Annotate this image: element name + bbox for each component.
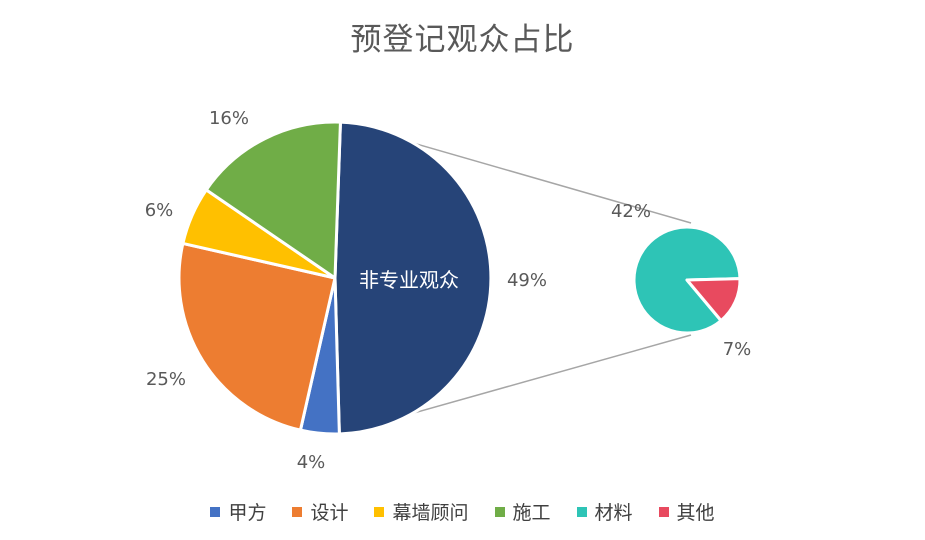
legend-label: 其他 xyxy=(676,502,715,524)
legend-swatch xyxy=(210,506,221,517)
data-labels: 49% 非专业观众 4% 25% 6% 16% 42% 7% xyxy=(145,108,752,473)
legend-label: 设计 xyxy=(310,502,349,524)
pie-slice xyxy=(333,120,493,436)
data-label: 16% xyxy=(209,108,249,129)
pie-slice xyxy=(177,241,337,432)
pie-slice xyxy=(685,277,742,323)
data-label: 49% xyxy=(507,270,547,291)
legend-swatch xyxy=(576,506,587,517)
data-label: 42% xyxy=(611,201,651,222)
main-pie xyxy=(177,120,493,436)
pie-slice xyxy=(204,120,342,280)
data-label: 25% xyxy=(146,369,186,390)
secondary-pie xyxy=(632,225,742,335)
legend-swatch xyxy=(374,506,385,517)
data-label: 7% xyxy=(723,339,752,360)
legend-label: 幕墙顾问 xyxy=(392,502,469,524)
legend-swatch xyxy=(292,506,303,517)
legend: 甲方 设计 幕墙顾问 施工 材料 其他 xyxy=(0,498,925,525)
legend-item: 设计 xyxy=(292,498,348,525)
legend-label: 施工 xyxy=(512,502,551,524)
chart-title: 预登记观众占比 xyxy=(350,22,575,58)
legend-item: 甲方 xyxy=(210,498,266,525)
legend-swatch xyxy=(658,506,669,517)
legend-label: 材料 xyxy=(594,502,633,524)
legend-swatch xyxy=(494,506,505,517)
legend-item: 材料 xyxy=(576,498,633,525)
legend-item: 施工 xyxy=(494,498,551,525)
legend-item: 幕墙顾问 xyxy=(374,498,469,525)
slice-inner-label: 非专业观众 xyxy=(359,268,459,292)
legend-item: 其他 xyxy=(658,498,715,525)
data-label: 6% xyxy=(145,200,174,221)
legend-label: 甲方 xyxy=(228,502,267,524)
data-label: 4% xyxy=(297,452,326,473)
